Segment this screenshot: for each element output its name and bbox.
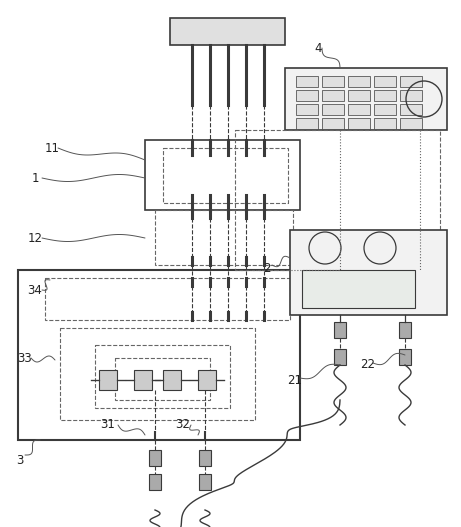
Bar bbox=[348, 90, 370, 101]
Bar bbox=[400, 118, 422, 129]
Bar bbox=[348, 104, 370, 115]
Bar bbox=[198, 370, 216, 390]
Bar bbox=[18, 270, 300, 440]
Bar bbox=[235, 130, 440, 270]
Bar bbox=[99, 370, 117, 390]
Bar bbox=[302, 270, 415, 308]
Bar bbox=[334, 349, 346, 365]
Bar bbox=[374, 118, 396, 129]
Bar bbox=[400, 104, 422, 115]
Bar bbox=[399, 322, 411, 338]
Bar bbox=[322, 76, 344, 87]
Bar bbox=[322, 90, 344, 101]
Text: 11: 11 bbox=[45, 142, 59, 154]
Bar bbox=[145, 140, 300, 210]
Bar bbox=[296, 76, 318, 87]
Bar bbox=[322, 118, 344, 129]
Bar bbox=[155, 210, 293, 265]
Text: 33: 33 bbox=[18, 352, 32, 365]
Bar bbox=[115, 358, 210, 400]
Bar bbox=[45, 278, 290, 320]
Text: 12: 12 bbox=[28, 231, 42, 245]
Bar bbox=[285, 68, 447, 130]
Bar bbox=[60, 328, 255, 420]
Bar bbox=[296, 118, 318, 129]
Text: 2: 2 bbox=[263, 261, 271, 275]
Bar bbox=[163, 148, 288, 203]
Bar bbox=[163, 370, 181, 390]
Bar bbox=[199, 474, 211, 490]
Text: 22: 22 bbox=[361, 358, 376, 372]
Bar bbox=[149, 450, 161, 466]
Bar bbox=[400, 76, 422, 87]
Text: 1: 1 bbox=[31, 171, 39, 184]
Bar bbox=[399, 349, 411, 365]
Bar bbox=[400, 90, 422, 101]
Text: 4: 4 bbox=[314, 42, 322, 54]
Bar bbox=[199, 450, 211, 466]
Bar bbox=[296, 104, 318, 115]
Bar bbox=[149, 474, 161, 490]
Text: 32: 32 bbox=[176, 418, 190, 432]
Bar bbox=[334, 322, 346, 338]
Bar bbox=[374, 90, 396, 101]
Bar bbox=[348, 76, 370, 87]
Bar bbox=[348, 118, 370, 129]
Bar bbox=[95, 345, 230, 408]
Bar bbox=[290, 230, 447, 315]
Bar bbox=[374, 76, 396, 87]
Bar bbox=[296, 90, 318, 101]
Bar bbox=[134, 370, 152, 390]
Bar bbox=[374, 104, 396, 115]
Text: 3: 3 bbox=[16, 454, 24, 466]
Bar bbox=[322, 104, 344, 115]
Text: 34: 34 bbox=[28, 284, 42, 297]
Text: 31: 31 bbox=[100, 418, 115, 432]
Text: 21: 21 bbox=[288, 374, 302, 386]
Bar bbox=[170, 18, 285, 45]
